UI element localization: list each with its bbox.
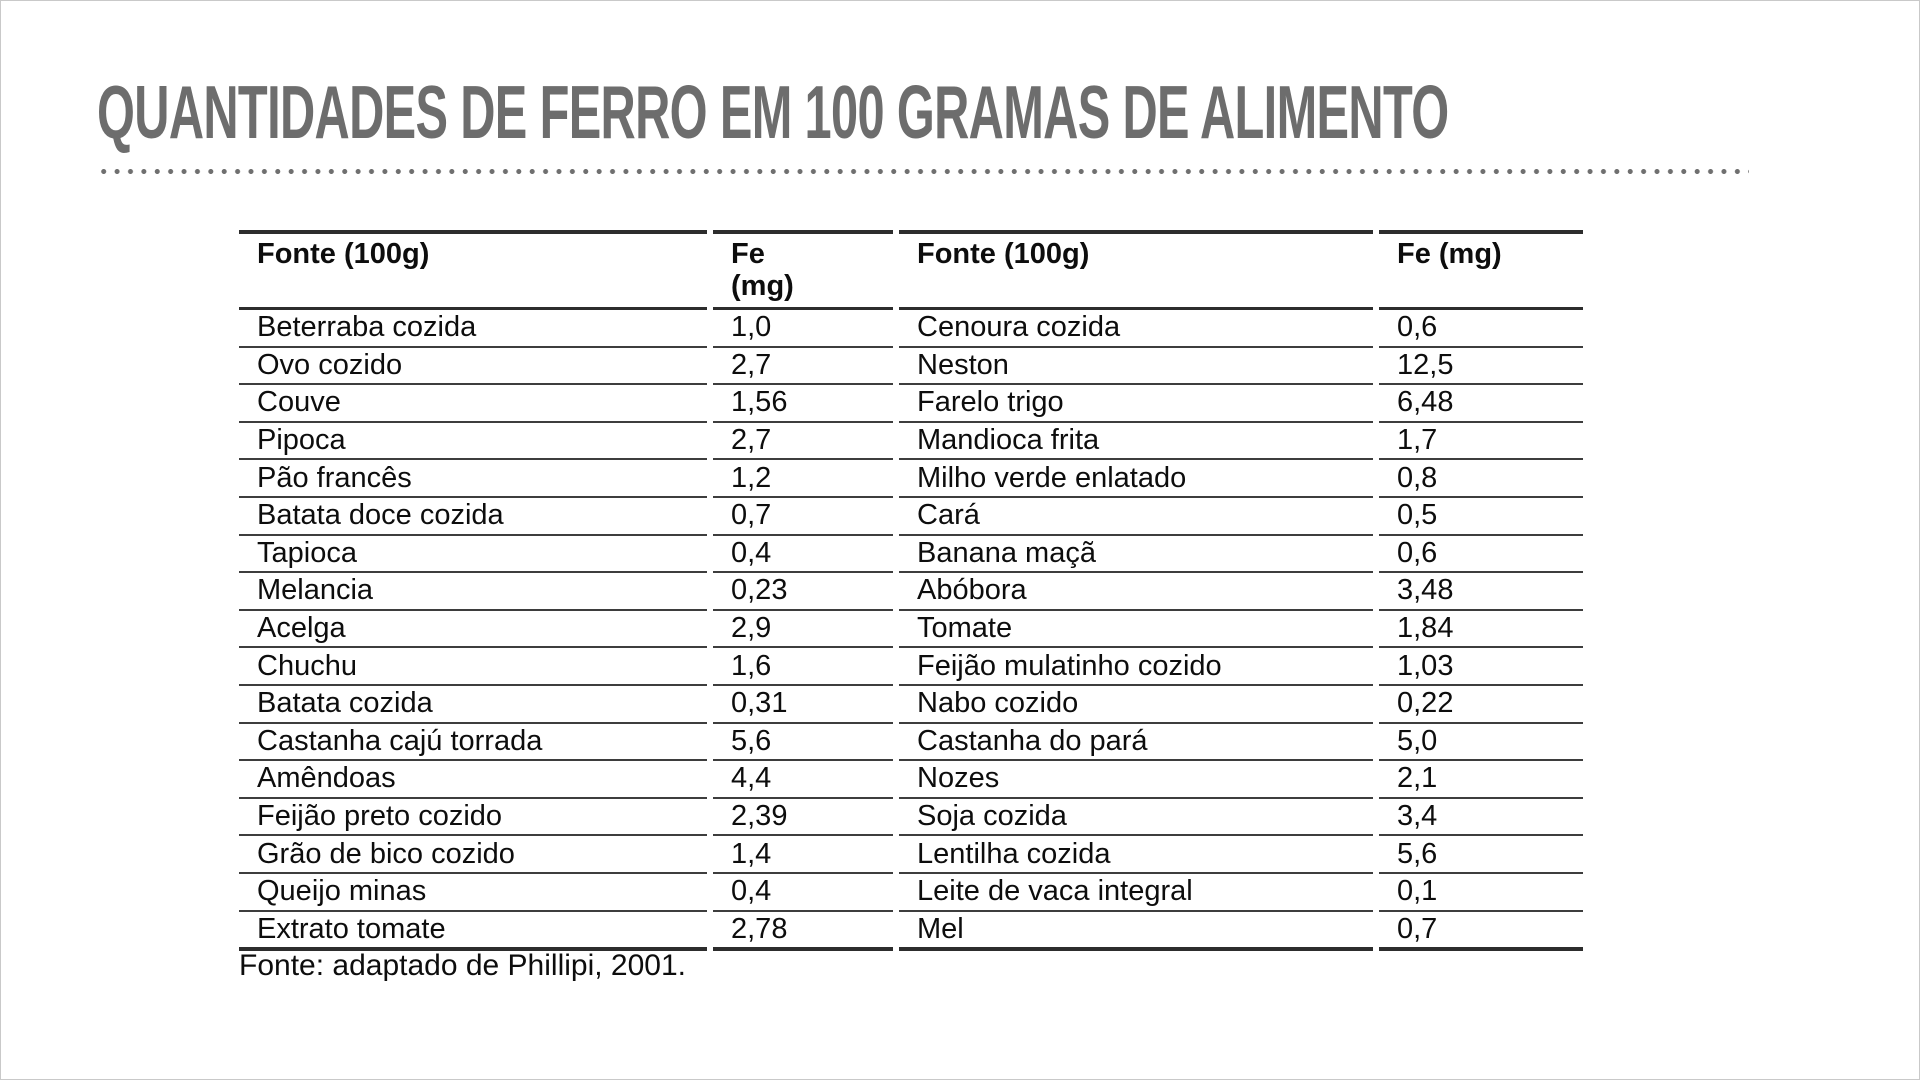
header-fonte-right: Fonte (100g) — [899, 230, 1373, 310]
food-cell: Pipoca — [239, 423, 707, 461]
value-cell: 0,5 — [1379, 498, 1583, 536]
value-cell: 1,84 — [1379, 611, 1583, 649]
iron-table-container: Fonte (100g) Fe (mg) Fonte (100g) Fe (mg… — [233, 230, 1589, 952]
value-cell: 0,22 — [1379, 686, 1583, 724]
value-cell: 0,7 — [1379, 912, 1583, 952]
value-cell: 2,7 — [713, 423, 893, 461]
value-cell: 6,48 — [1379, 385, 1583, 423]
food-cell: Queijo minas — [239, 874, 707, 912]
food-cell: Neston — [899, 348, 1373, 386]
table-row: Amêndoas 4,4 Nozes 2,1 — [239, 761, 1583, 799]
table-row: Beterraba cozida 1,0 Cenoura cozida 0,6 — [239, 310, 1583, 348]
value-cell: 0,1 — [1379, 874, 1583, 912]
value-cell: 1,03 — [1379, 648, 1583, 686]
table-row: Pipoca 2,7 Mandioca frita 1,7 — [239, 423, 1583, 461]
dotted-divider — [97, 168, 1749, 175]
table-row: Pão francês 1,2 Milho verde enlatado 0,8 — [239, 460, 1583, 498]
value-cell: 0,6 — [1379, 310, 1583, 348]
value-cell: 2,39 — [713, 799, 893, 837]
value-cell: 3,4 — [1379, 799, 1583, 837]
food-cell: Abóbora — [899, 573, 1373, 611]
food-cell: Ovo cozido — [239, 348, 707, 386]
food-cell: Nozes — [899, 761, 1373, 799]
header-fe-right: Fe (mg) — [1379, 230, 1583, 310]
food-cell: Mandioca frita — [899, 423, 1373, 461]
value-cell: 2,78 — [713, 912, 893, 952]
food-cell: Chuchu — [239, 648, 707, 686]
page-title: QUANTIDADES DE FERRO EM 100 GRAMAS DE AL… — [97, 70, 1449, 154]
food-cell: Extrato tomate — [239, 912, 707, 952]
food-cell: Feijão preto cozido — [239, 799, 707, 837]
value-cell: 2,1 — [1379, 761, 1583, 799]
value-cell: 0,4 — [713, 874, 893, 912]
food-cell: Soja cozida — [899, 799, 1373, 837]
food-cell: Couve — [239, 385, 707, 423]
value-cell: 1,4 — [713, 836, 893, 874]
table-row: Queijo minas 0,4 Leite de vaca integral 0,1 — [239, 874, 1583, 912]
food-cell: Amêndoas — [239, 761, 707, 799]
food-cell: Farelo trigo — [899, 385, 1373, 423]
table-row: Chuchu 1,6 Feijão mulatinho cozido 1,03 — [239, 648, 1583, 686]
value-cell: 5,6 — [1379, 836, 1583, 874]
food-cell: Cenoura cozida — [899, 310, 1373, 348]
header-row: Fonte (100g) Fe (mg) Fonte (100g) Fe (mg… — [239, 230, 1583, 310]
table-row: Ovo cozido 2,7 Neston 12,5 — [239, 348, 1583, 386]
table-row: Feijão preto cozido 2,39 Soja cozida 3,4 — [239, 799, 1583, 837]
food-cell: Beterraba cozida — [239, 310, 707, 348]
value-cell: 5,6 — [713, 724, 893, 762]
table-body: Beterraba cozida 1,0 Cenoura cozida 0,6 Ovo … — [239, 310, 1583, 952]
header-fonte-left: Fonte (100g) — [239, 230, 707, 310]
food-cell: Castanha cajú torrada — [239, 724, 707, 762]
food-cell: Banana maçã — [899, 536, 1373, 574]
table-row: Batata doce cozida 0,7 Cará 0,5 — [239, 498, 1583, 536]
value-cell: 1,2 — [713, 460, 893, 498]
value-cell: 4,4 — [713, 761, 893, 799]
food-cell: Tapioca — [239, 536, 707, 574]
table-row: Tapioca 0,4 Banana maçã 0,6 — [239, 536, 1583, 574]
value-cell: 0,8 — [1379, 460, 1583, 498]
table-row: Batata cozida 0,31 Nabo cozido 0,22 — [239, 686, 1583, 724]
value-cell: 5,0 — [1379, 724, 1583, 762]
value-cell: 1,0 — [713, 310, 893, 348]
food-cell: Tomate — [899, 611, 1373, 649]
table-row: Castanha cajú torrada 5,6 Castanha do pará… — [239, 724, 1583, 762]
iron-content-table: Fonte (100g) Fe (mg) Fonte (100g) Fe (mg… — [233, 230, 1589, 952]
value-cell: 1,56 — [713, 385, 893, 423]
value-cell: 1,6 — [713, 648, 893, 686]
value-cell: 0,31 — [713, 686, 893, 724]
food-cell: Batata cozida — [239, 686, 707, 724]
table-row: Acelga 2,9 Tomate 1,84 — [239, 611, 1583, 649]
food-cell: Melancia — [239, 573, 707, 611]
food-cell: Grão de bico cozido — [239, 836, 707, 874]
table-row: Extrato tomate 2,78 Mel 0,7 — [239, 912, 1583, 952]
header-fe-left: Fe (mg) — [713, 230, 893, 310]
table-row: Melancia 0,23 Abóbora 3,48 — [239, 573, 1583, 611]
value-cell: 3,48 — [1379, 573, 1583, 611]
food-cell: Pão francês — [239, 460, 707, 498]
value-cell: 1,7 — [1379, 423, 1583, 461]
food-cell: Castanha do pará — [899, 724, 1373, 762]
food-cell: Cará — [899, 498, 1373, 536]
food-cell: Nabo cozido — [899, 686, 1373, 724]
value-cell: 0,23 — [713, 573, 893, 611]
food-cell: Lentilha cozida — [899, 836, 1373, 874]
food-cell: Mel — [899, 912, 1373, 952]
food-cell: Batata doce cozida — [239, 498, 707, 536]
table-row: Grão de bico cozido 1,4 Lentilha cozida 5,6 — [239, 836, 1583, 874]
value-cell: 12,5 — [1379, 348, 1583, 386]
table-header: Fonte (100g) Fe (mg) Fonte (100g) Fe (mg… — [239, 230, 1583, 310]
value-cell: 2,7 — [713, 348, 893, 386]
food-cell: Feijão mulatinho cozido — [899, 648, 1373, 686]
table-row: Couve 1,56 Farelo trigo 6,48 — [239, 385, 1583, 423]
food-cell: Acelga — [239, 611, 707, 649]
value-cell: 2,9 — [713, 611, 893, 649]
value-cell: 0,4 — [713, 536, 893, 574]
food-cell: Leite de vaca integral — [899, 874, 1373, 912]
value-cell: 0,7 — [713, 498, 893, 536]
food-cell: Milho verde enlatado — [899, 460, 1373, 498]
source-note: Fonte: adaptado de Phillipi, 2001. — [239, 949, 686, 982]
value-cell: 0,6 — [1379, 536, 1583, 574]
